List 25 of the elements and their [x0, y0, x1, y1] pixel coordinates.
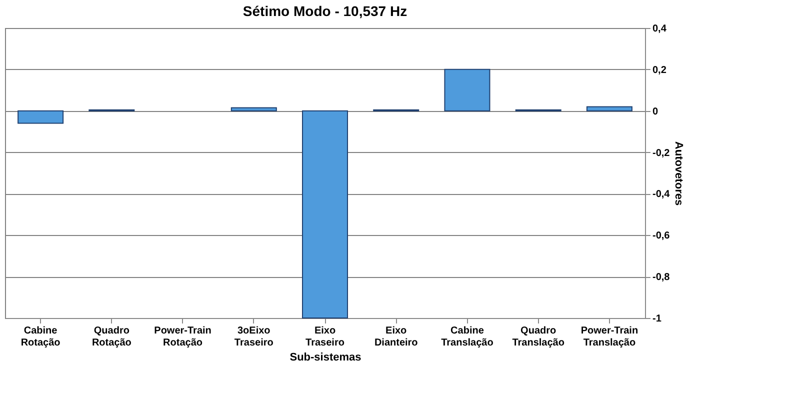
y-tick-label: 0 — [652, 106, 658, 118]
y-tick-label: 0,2 — [652, 64, 667, 76]
x-tick-label: Eixo Traseiro — [306, 326, 344, 348]
y-tick-label: -0,4 — [652, 189, 670, 200]
y-tick-label: -0,8 — [652, 272, 670, 284]
y-axis-title: Autovetores — [672, 141, 685, 206]
x-tick-label: Eixo Dianteiro — [374, 326, 418, 348]
bar — [230, 107, 277, 112]
y-tick-label: -1 — [652, 314, 662, 324]
x-tick-label: Cabine Translação — [441, 326, 494, 348]
x-tick-label: 3oEixo Traseiro — [234, 326, 274, 348]
bar — [302, 110, 348, 318]
y-tick-label: 0,4 — [652, 24, 667, 34]
x-tick-label: Power-Train Translação — [580, 326, 638, 348]
x-tick-label: Cabine Rotação — [20, 326, 60, 348]
bar — [586, 106, 632, 112]
y-tick-label: -0,6 — [652, 230, 670, 242]
x-tick-label: Power-Train Rotação — [154, 326, 212, 348]
bar — [18, 110, 64, 124]
chart-title: Sétimo Modo - 10,537 Hz — [242, 3, 408, 19]
x-tick-label: Quadro Rotação — [92, 326, 132, 348]
bar — [444, 68, 490, 112]
y-tick-label: -0,2 — [652, 148, 670, 159]
x-tick-label: Quadro Translação — [512, 326, 564, 348]
x-axis-title: Sub-sistemas — [290, 352, 362, 364]
